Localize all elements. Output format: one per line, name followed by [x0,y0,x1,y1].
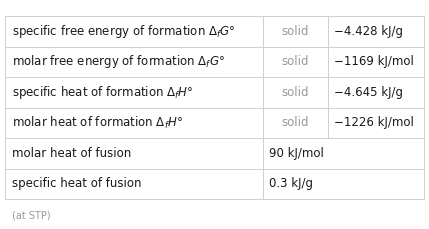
Text: −1226 kJ/mol: −1226 kJ/mol [334,116,414,129]
Text: solid: solid [281,25,309,38]
Text: (at STP): (at STP) [12,211,50,221]
Text: −4.428 kJ/g: −4.428 kJ/g [334,25,403,38]
Text: 90 kJ/mol: 90 kJ/mol [269,147,324,160]
Text: specific heat of formation $\Delta_f H°$: specific heat of formation $\Delta_f H°$ [12,84,193,101]
Text: specific heat of fusion: specific heat of fusion [12,177,141,191]
Text: −1169 kJ/mol: −1169 kJ/mol [334,55,414,68]
Text: solid: solid [281,55,309,68]
Text: solid: solid [281,86,309,99]
Text: −4.645 kJ/g: −4.645 kJ/g [334,86,403,99]
Text: molar free energy of formation $\Delta_f G°$: molar free energy of formation $\Delta_f… [12,53,225,70]
Text: specific free energy of formation $\Delta_f G°$: specific free energy of formation $\Delt… [12,23,235,40]
Text: molar heat of formation $\Delta_f H°$: molar heat of formation $\Delta_f H°$ [12,115,183,131]
Text: 0.3 kJ/g: 0.3 kJ/g [269,177,313,191]
Text: solid: solid [281,116,309,129]
Text: molar heat of fusion: molar heat of fusion [12,147,131,160]
